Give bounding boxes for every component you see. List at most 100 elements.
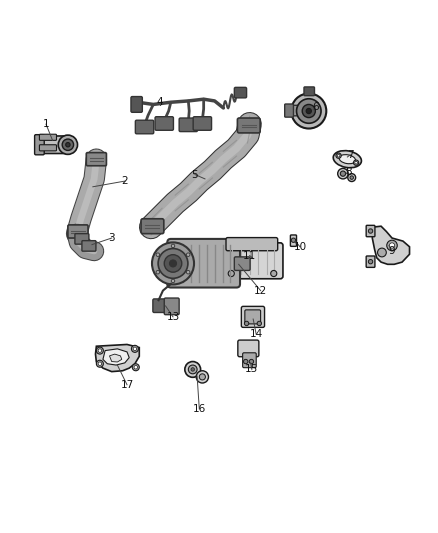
Circle shape (152, 243, 194, 285)
Text: 15: 15 (245, 365, 258, 374)
Circle shape (387, 240, 397, 251)
Text: 13: 13 (166, 312, 180, 322)
FancyBboxPatch shape (366, 225, 375, 237)
FancyBboxPatch shape (68, 225, 88, 238)
Circle shape (338, 168, 348, 179)
FancyBboxPatch shape (243, 353, 256, 368)
FancyBboxPatch shape (237, 118, 260, 133)
Ellipse shape (339, 155, 356, 164)
Text: 12: 12 (254, 286, 267, 296)
Circle shape (353, 160, 359, 165)
FancyBboxPatch shape (221, 243, 283, 279)
Circle shape (355, 161, 357, 164)
Circle shape (171, 279, 175, 282)
Circle shape (58, 135, 78, 155)
FancyBboxPatch shape (304, 87, 314, 96)
Circle shape (188, 365, 197, 374)
Circle shape (368, 260, 373, 264)
FancyBboxPatch shape (39, 145, 57, 151)
Circle shape (96, 360, 103, 367)
FancyBboxPatch shape (141, 219, 164, 233)
FancyBboxPatch shape (86, 152, 106, 166)
Polygon shape (103, 349, 129, 365)
FancyBboxPatch shape (153, 299, 169, 312)
Text: 8: 8 (345, 167, 352, 177)
Circle shape (199, 374, 205, 380)
FancyBboxPatch shape (290, 235, 297, 246)
Circle shape (297, 99, 321, 123)
FancyBboxPatch shape (35, 135, 44, 155)
FancyBboxPatch shape (40, 136, 69, 154)
FancyBboxPatch shape (193, 117, 212, 130)
FancyBboxPatch shape (155, 117, 173, 130)
Text: 7: 7 (347, 150, 354, 160)
FancyBboxPatch shape (238, 340, 259, 357)
Text: 3: 3 (108, 233, 115, 243)
Circle shape (340, 171, 346, 176)
Circle shape (134, 366, 138, 369)
FancyBboxPatch shape (39, 134, 57, 140)
FancyBboxPatch shape (82, 241, 96, 251)
FancyBboxPatch shape (234, 87, 247, 98)
FancyBboxPatch shape (179, 118, 198, 132)
Circle shape (348, 174, 356, 182)
FancyBboxPatch shape (234, 257, 250, 270)
Circle shape (257, 321, 261, 326)
Circle shape (66, 142, 70, 147)
FancyBboxPatch shape (226, 238, 278, 251)
FancyBboxPatch shape (131, 96, 142, 112)
Text: 14: 14 (250, 329, 263, 340)
Text: 2: 2 (121, 176, 128, 186)
Circle shape (249, 359, 254, 364)
Circle shape (271, 270, 277, 277)
Circle shape (244, 359, 248, 364)
Circle shape (302, 104, 315, 118)
FancyBboxPatch shape (287, 106, 311, 116)
FancyBboxPatch shape (285, 104, 293, 117)
FancyBboxPatch shape (366, 256, 375, 268)
Circle shape (62, 139, 74, 150)
Text: 5: 5 (191, 169, 198, 180)
Circle shape (337, 155, 340, 157)
FancyBboxPatch shape (135, 120, 154, 134)
Text: 10: 10 (293, 242, 307, 252)
Circle shape (132, 364, 139, 371)
Circle shape (164, 255, 182, 272)
Text: 4: 4 (156, 97, 163, 107)
FancyBboxPatch shape (167, 239, 240, 287)
Circle shape (170, 260, 177, 267)
FancyBboxPatch shape (75, 233, 89, 244)
Circle shape (291, 238, 296, 243)
Circle shape (336, 153, 341, 158)
Text: 9: 9 (389, 246, 396, 256)
FancyBboxPatch shape (164, 298, 179, 314)
Text: 6: 6 (312, 102, 319, 111)
Text: 16: 16 (193, 404, 206, 414)
Circle shape (306, 108, 311, 114)
Text: 1: 1 (42, 119, 49, 129)
Polygon shape (110, 354, 122, 362)
Circle shape (156, 253, 159, 256)
Polygon shape (95, 344, 139, 372)
Circle shape (389, 243, 395, 248)
Circle shape (368, 229, 373, 233)
Circle shape (350, 176, 353, 179)
Circle shape (291, 93, 326, 128)
Circle shape (158, 248, 188, 278)
Circle shape (156, 270, 159, 274)
Circle shape (378, 248, 386, 257)
Circle shape (196, 371, 208, 383)
Circle shape (131, 345, 138, 352)
Circle shape (96, 347, 103, 354)
Circle shape (191, 368, 194, 371)
Text: 17: 17 (120, 379, 134, 390)
Circle shape (244, 321, 249, 326)
Circle shape (171, 244, 175, 248)
Circle shape (185, 361, 201, 377)
Circle shape (98, 349, 102, 352)
Circle shape (98, 362, 102, 366)
FancyBboxPatch shape (245, 310, 261, 324)
Circle shape (228, 270, 234, 277)
Text: 11: 11 (243, 251, 256, 261)
Polygon shape (372, 226, 410, 264)
